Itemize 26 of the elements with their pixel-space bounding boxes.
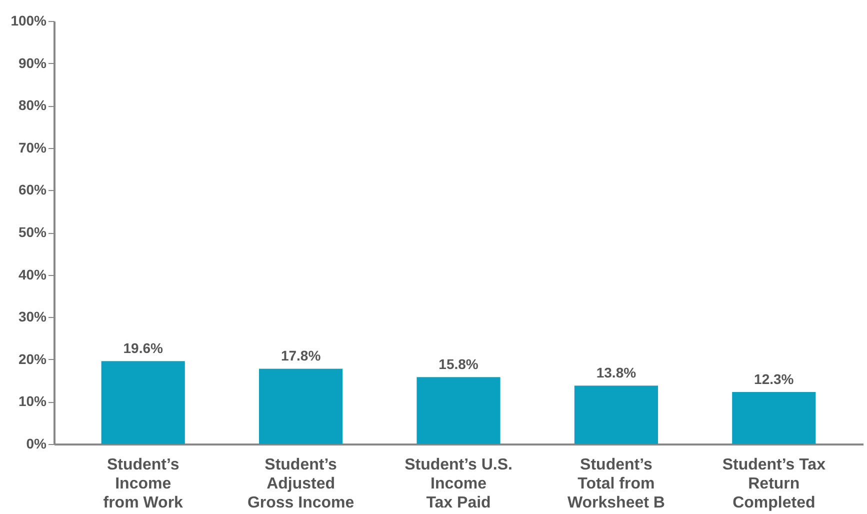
x-tick-label: Student’s U.S. Income Tax Paid — [404, 456, 512, 512]
y-tick-label: 100% — [10, 12, 48, 28]
x-tick-label: Student’s Tax Return Completed — [722, 456, 826, 512]
data-label: 17.8% — [280, 348, 322, 364]
x-tick-label: Student’s Income from Work — [103, 456, 184, 512]
y-tick-label: 30% — [18, 308, 48, 325]
bar — [574, 386, 658, 444]
y-tick-label: 60% — [18, 182, 48, 198]
bar — [101, 361, 185, 444]
bar — [732, 392, 816, 444]
y-tick-label: 20% — [18, 350, 48, 367]
y-tick-label: 40% — [18, 266, 48, 282]
x-tick-label: Student’s Total from Worksheet B — [567, 456, 665, 512]
y-tick-label: 50% — [18, 224, 48, 240]
data-label: 12.3% — [754, 370, 794, 387]
y-tick-label: 0% — [26, 436, 48, 452]
y-tick-label: 80% — [18, 97, 48, 114]
data-label: 13.8% — [596, 364, 637, 381]
data-label: 19.6% — [123, 340, 164, 356]
y-tick-label: 90% — [18, 54, 48, 71]
bar — [416, 377, 500, 444]
y-tick-label: 70% — [18, 139, 48, 156]
data-label: 15.8% — [438, 356, 479, 372]
bar — [259, 368, 343, 444]
x-tick-label: Student’s Adjusted Gross Income — [247, 456, 354, 512]
y-tick-label: 10% — [18, 393, 48, 410]
